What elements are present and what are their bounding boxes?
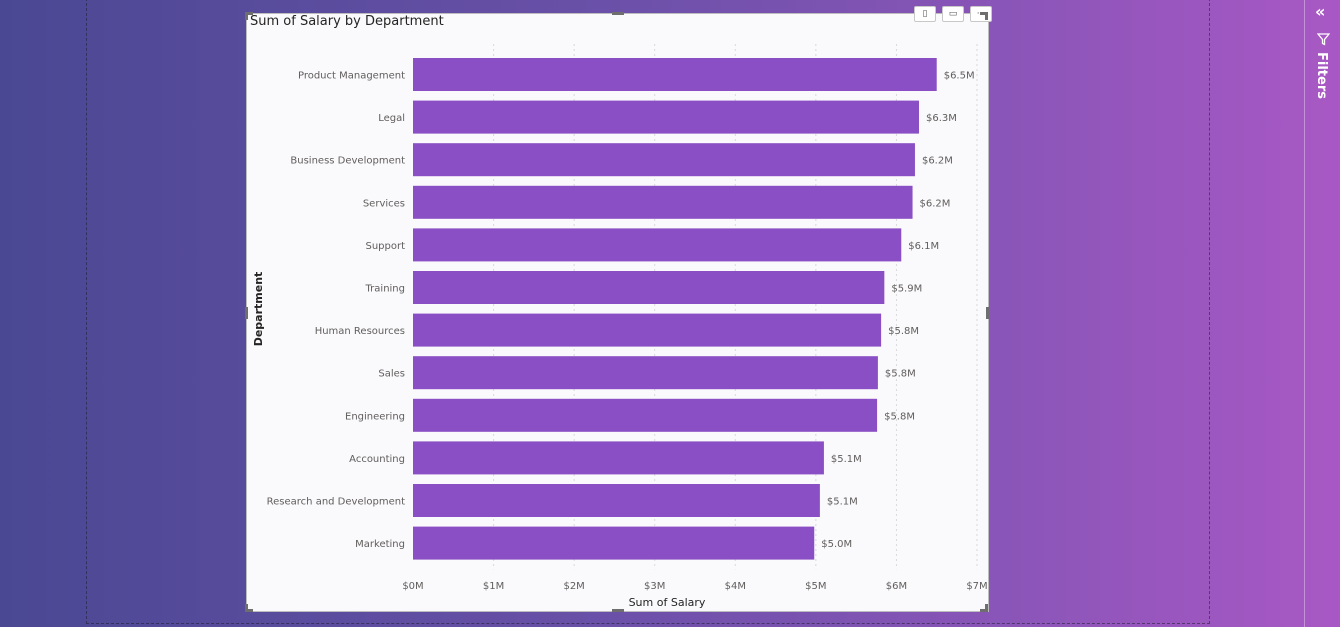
- category-label: Training: [365, 284, 405, 295]
- data-label: $5.8M: [885, 369, 916, 380]
- resize-handle-top[interactable]: [612, 12, 624, 15]
- x-tick-label: $1M: [483, 581, 504, 592]
- y-axis-title: Department: [252, 272, 265, 347]
- x-tick-label: $6M: [886, 581, 907, 592]
- x-axis-title: Sum of Salary: [629, 596, 706, 609]
- x-tick-label: $5M: [805, 581, 826, 592]
- category-label: Legal: [378, 113, 405, 124]
- category-label: Support: [365, 241, 405, 252]
- resize-handle-right[interactable]: [986, 307, 989, 319]
- bar[interactable]: [413, 356, 878, 390]
- data-label: $6.3M: [926, 113, 957, 124]
- bar[interactable]: [413, 398, 878, 432]
- category-label: Sales: [378, 369, 405, 380]
- category-label: Marketing: [355, 539, 405, 550]
- data-label: $6.5M: [944, 71, 975, 82]
- focus-mode-icon[interactable]: ▭: [942, 6, 964, 22]
- data-label: $5.8M: [888, 326, 919, 337]
- resize-handle-top-right[interactable]: [980, 12, 988, 15]
- bar[interactable]: [413, 185, 913, 219]
- visual-title: Sum of Salary by Department: [250, 14, 444, 29]
- chart-plot: Product Management Legal Business Developm…: [252, 44, 988, 609]
- bar[interactable]: [413, 100, 919, 134]
- data-label: $6.2M: [922, 156, 953, 167]
- bar[interactable]: [413, 143, 915, 177]
- x-tick-label: $4M: [725, 581, 746, 592]
- bar[interactable]: [413, 484, 820, 517]
- bar-chart-visual[interactable]: ▯ ▭ ··· Sum of Salary by Department Prod…: [245, 6, 992, 612]
- data-label: $5.1M: [827, 497, 858, 508]
- category-label: Accounting: [349, 454, 405, 465]
- data-label: $6.2M: [920, 198, 951, 209]
- x-tick-label: $7M: [966, 581, 987, 592]
- category-label: Engineering: [345, 411, 405, 422]
- data-label: $5.8M: [884, 411, 915, 422]
- x-tick-label: $0M: [402, 581, 423, 592]
- resize-handle-bottom-right[interactable]: [980, 609, 988, 612]
- bar[interactable]: [413, 441, 824, 475]
- bar[interactable]: [413, 313, 882, 347]
- bar[interactable]: [413, 228, 902, 262]
- funnel-icon: [1317, 33, 1330, 46]
- filters-label[interactable]: Filters: [1314, 52, 1329, 99]
- data-label: $5.0M: [821, 539, 852, 550]
- bar[interactable]: [413, 58, 937, 91]
- category-label: Human Resources: [315, 326, 405, 337]
- resize-handle-bottom[interactable]: [612, 609, 624, 612]
- page-boundary: [86, 0, 1210, 624]
- resize-handle-bottom-left-v[interactable]: [245, 604, 248, 612]
- x-tick-label: $2M: [563, 581, 584, 592]
- category-label: Services: [363, 198, 405, 209]
- resize-handle-bottom-right-v[interactable]: [985, 604, 988, 612]
- resize-handle-left[interactable]: [245, 307, 248, 319]
- category-label: Product Management: [298, 71, 405, 82]
- data-label: $6.1M: [908, 241, 939, 252]
- resize-handle-bottom-left[interactable]: [245, 609, 253, 612]
- category-label: Research and Development: [267, 497, 405, 508]
- resize-handle-top-right-v[interactable]: [985, 12, 988, 20]
- filter-visual-icon[interactable]: ▯: [914, 6, 936, 22]
- data-label: $5.1M: [831, 454, 862, 465]
- filters-pane[interactable]: « Filters: [1304, 0, 1340, 627]
- resize-handle-top-left[interactable]: [245, 12, 253, 15]
- resize-handle-top-left-v[interactable]: [245, 12, 248, 20]
- collapse-pane-icon[interactable]: «: [1315, 2, 1326, 21]
- x-tick-label: $3M: [644, 581, 665, 592]
- category-label: Business Development: [290, 156, 405, 167]
- data-label: $5.9M: [891, 284, 922, 295]
- bar[interactable]: [413, 526, 815, 560]
- bar[interactable]: [413, 271, 885, 304]
